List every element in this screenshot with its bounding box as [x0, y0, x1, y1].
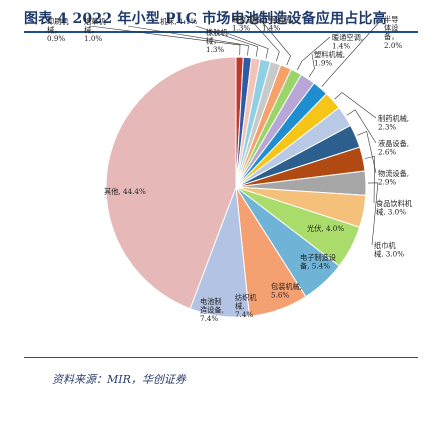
- data-label-18: 电池制造设备, 7.4%: [200, 297, 224, 323]
- leader-line-6: [296, 36, 331, 71]
- leader-line-2: [195, 25, 259, 57]
- leader-line-4: [249, 18, 280, 62]
- leader-line-12: [364, 155, 375, 204]
- data-label-19: 其他, 44.4%: [104, 187, 146, 196]
- slice-labels: 印刷机械， 0.9% 烟草机械， 1.0% 机床, 1.1% 橡胶机械， 1.3%起重机械，…: [47, 15, 413, 323]
- leader-lines: [89, 18, 383, 246]
- source-note: 资料来源：MIR，华创证券: [52, 373, 186, 386]
- leader-line-0: [89, 25, 241, 56]
- data-label-6: 暖通空调, 1.4%: [332, 33, 363, 51]
- leader-line-8: [321, 18, 383, 87]
- leader-line-1: [127, 25, 249, 56]
- data-label-7: 塑料机械, 1.9%: [314, 50, 345, 68]
- leader-line-3: [223, 31, 269, 59]
- pie-slices: [105, 56, 367, 318]
- data-label-4: 起重机械， 1.3%: [232, 15, 268, 33]
- data-label-5: 工程机械， 1.4%: [262, 15, 298, 33]
- leader-line-10: [346, 109, 377, 144]
- data-label-17: 纺织机械, 7.4%: [235, 293, 257, 319]
- leader-line-9: [334, 92, 377, 119]
- footer-rule: [24, 357, 418, 358]
- data-label-10: 液晶设备, 2.6%: [378, 139, 409, 157]
- slice-19: [105, 56, 237, 310]
- data-label-8: 半导体设备， 2.0%: [384, 15, 402, 50]
- data-label-13: 纸巾机械, 3.0%: [374, 241, 404, 259]
- data-label-11: 物流设备, 2.9%: [378, 169, 409, 187]
- data-label-0: 印刷机械， 0.9%: [47, 17, 69, 43]
- data-label-16: 包装机械, 5.6%: [271, 282, 302, 300]
- data-label-15: 电子制造设备, 5.4%: [300, 253, 336, 271]
- data-label-12: 食品饮料机械, 3.0%: [376, 199, 413, 217]
- leader-line-7: [308, 53, 315, 78]
- leader-line-11: [357, 130, 377, 174]
- leader-line-13: [367, 182, 379, 246]
- chart-title: 图表 4 2022 年小型 PLC 市场电池制造设备应用占比高: [24, 11, 387, 27]
- title-rule: [24, 31, 418, 33]
- data-label-9: 制药机械, 2.3%: [378, 114, 409, 132]
- data-label-1: 烟草机械， 1.0%: [84, 17, 106, 43]
- data-label-3: 橡胶机械， 1.3%: [206, 28, 228, 54]
- leader-line-5: [259, 18, 291, 66]
- data-label-2: 机床, 1.1%: [160, 17, 197, 26]
- data-label-14: 光伏, 4.0%: [307, 224, 344, 233]
